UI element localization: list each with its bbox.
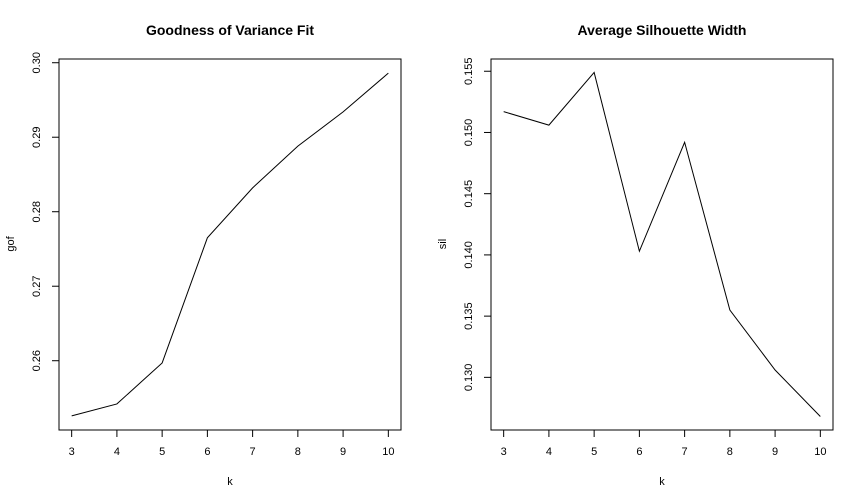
silhouette-panel: Average Silhouette Width k sil 3 4 5 6 7 8 9 10… (437, 22, 834, 488)
gof-panel: Goodness of Variance Fit k gof 3 4 5 6 7 8 9 10… (5, 22, 402, 488)
sil-x-tick-label: 10 (814, 446, 826, 458)
sil-chart-title: Average Silhouette Width (578, 22, 747, 38)
sil-y-tick-label: 0.140 (463, 241, 475, 269)
sil-x-tick-label: 5 (591, 446, 597, 458)
gof-y-tick-label: 0.27 (31, 276, 43, 297)
sil-y-tick-label: 0.130 (463, 364, 475, 392)
sil-x-tick-label: 4 (546, 446, 552, 458)
gof-chart-title: Goodness of Variance Fit (146, 22, 314, 38)
sil-series-line (503, 71, 821, 417)
gof-plot-frame (58, 58, 402, 431)
gof-y-axis: 0.26 0.27 0.28 0.29 0.30 (31, 52, 60, 371)
gof-x-tick-label: 4 (114, 446, 120, 458)
sil-y-tick-label: 0.150 (463, 119, 475, 147)
gof-x-tick-label: 9 (340, 446, 346, 458)
sil-y-tick-label: 0.135 (463, 302, 475, 330)
sil-y-axis: 0.130 0.135 0.140 0.145 0.150 0.155 (463, 57, 492, 392)
gof-y-tick-label: 0.26 (31, 350, 43, 371)
gof-x-tick-label: 5 (159, 446, 165, 458)
sil-x-tick-label: 7 (682, 446, 688, 458)
sil-y-axis-label: sil (437, 239, 449, 249)
gof-x-tick-label: 10 (382, 446, 394, 458)
sil-x-axis-label: k (659, 476, 665, 488)
gof-y-tick-label: 0.28 (31, 201, 43, 222)
sil-y-tick-label: 0.145 (463, 180, 475, 208)
gof-x-tick-label: 8 (295, 446, 301, 458)
sil-x-axis: 3 4 5 6 7 8 9 10 (501, 429, 826, 458)
sil-x-tick-label: 6 (636, 446, 642, 458)
gof-x-tick-label: 7 (250, 446, 256, 458)
sil-series (503, 71, 821, 417)
gof-x-axis-label: k (227, 476, 233, 488)
sil-plot-frame (490, 58, 834, 431)
gof-series (71, 72, 389, 417)
sil-y-tick-label: 0.155 (463, 57, 475, 85)
gof-x-tick-label: 6 (204, 446, 210, 458)
gof-series-line (71, 72, 389, 417)
gof-y-tick-label: 0.30 (31, 52, 43, 73)
sil-x-tick-label: 8 (727, 446, 733, 458)
gof-y-axis-label: gof (5, 235, 17, 251)
gof-x-tick-label: 3 (69, 446, 75, 458)
gof-x-axis: 3 4 5 6 7 8 9 10 (69, 429, 394, 458)
sil-x-tick-label: 9 (772, 446, 778, 458)
sil-x-tick-label: 3 (501, 446, 507, 458)
gof-y-tick-label: 0.29 (31, 127, 43, 148)
